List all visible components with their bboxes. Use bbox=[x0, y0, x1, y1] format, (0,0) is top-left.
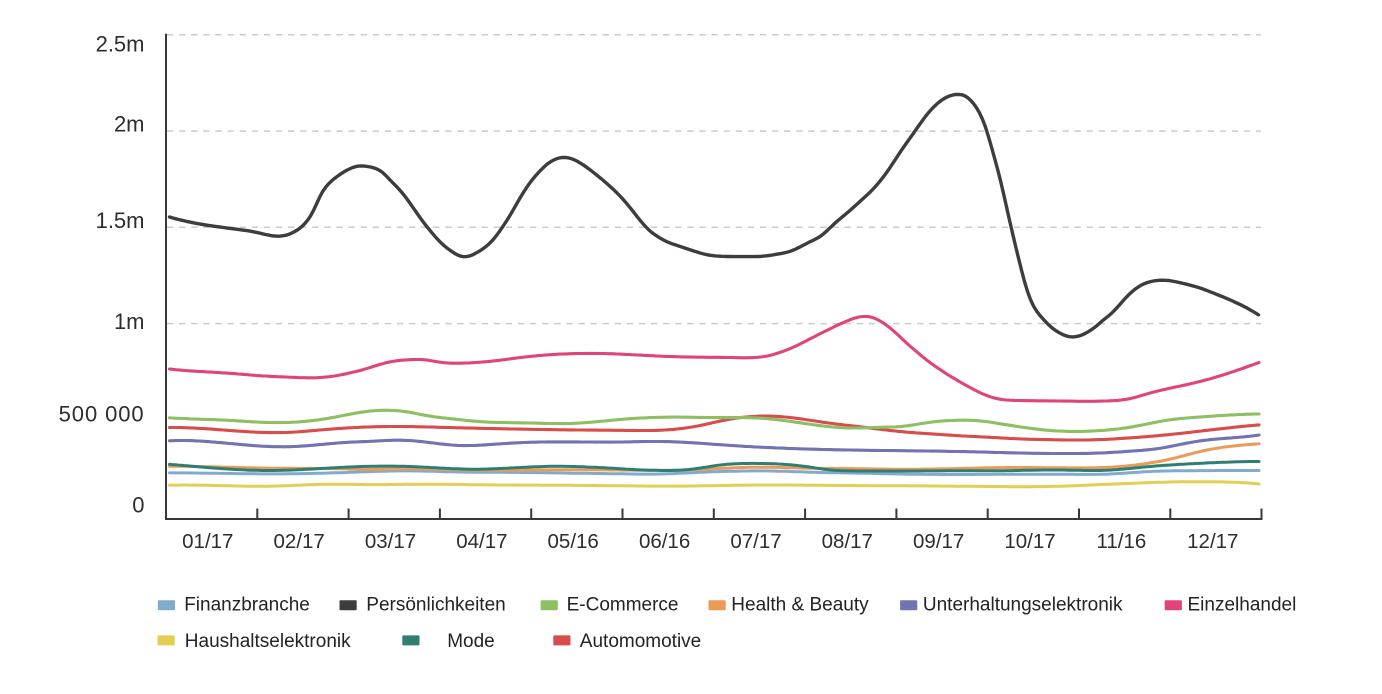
svg-text:Unterhaltungselektronik: Unterhaltungselektronik bbox=[923, 595, 1123, 616]
svg-text:03/17: 03/17 bbox=[365, 530, 416, 553]
svg-text:Mode: Mode bbox=[447, 631, 495, 652]
svg-text:01/17: 01/17 bbox=[182, 530, 233, 553]
svg-text:11/16: 11/16 bbox=[1097, 530, 1147, 553]
svg-text:1m: 1m bbox=[114, 309, 145, 334]
svg-text:07/17: 07/17 bbox=[730, 530, 781, 553]
svg-text:2.5m: 2.5m bbox=[96, 32, 145, 57]
svg-text:Haushaltselektronik: Haushaltselektronik bbox=[185, 631, 351, 652]
svg-text:0: 0 bbox=[132, 493, 144, 518]
svg-text:Persönlichkeiten: Persönlichkeiten bbox=[366, 595, 505, 616]
svg-text:E-Commerce: E-Commerce bbox=[567, 595, 679, 616]
svg-text:1.5m: 1.5m bbox=[96, 208, 145, 233]
svg-text:04/17: 04/17 bbox=[456, 530, 507, 553]
svg-text:09/17: 09/17 bbox=[913, 530, 964, 553]
svg-text:12/17: 12/17 bbox=[1187, 530, 1238, 553]
svg-text:05/16: 05/16 bbox=[548, 530, 599, 553]
svg-text:500 000: 500 000 bbox=[59, 402, 145, 427]
svg-text:08/17: 08/17 bbox=[822, 530, 873, 553]
svg-text:Automomotive: Automomotive bbox=[580, 631, 701, 652]
svg-text:06/16: 06/16 bbox=[639, 530, 690, 553]
svg-text:2m: 2m bbox=[114, 112, 145, 137]
svg-text:02/17: 02/17 bbox=[274, 530, 325, 553]
svg-text:Finanzbranche: Finanzbranche bbox=[184, 595, 310, 616]
svg-text:Einzelhandel: Einzelhandel bbox=[1188, 595, 1297, 616]
svg-text:Health & Beauty: Health & Beauty bbox=[731, 595, 869, 616]
svg-text:10/17: 10/17 bbox=[1004, 530, 1055, 553]
